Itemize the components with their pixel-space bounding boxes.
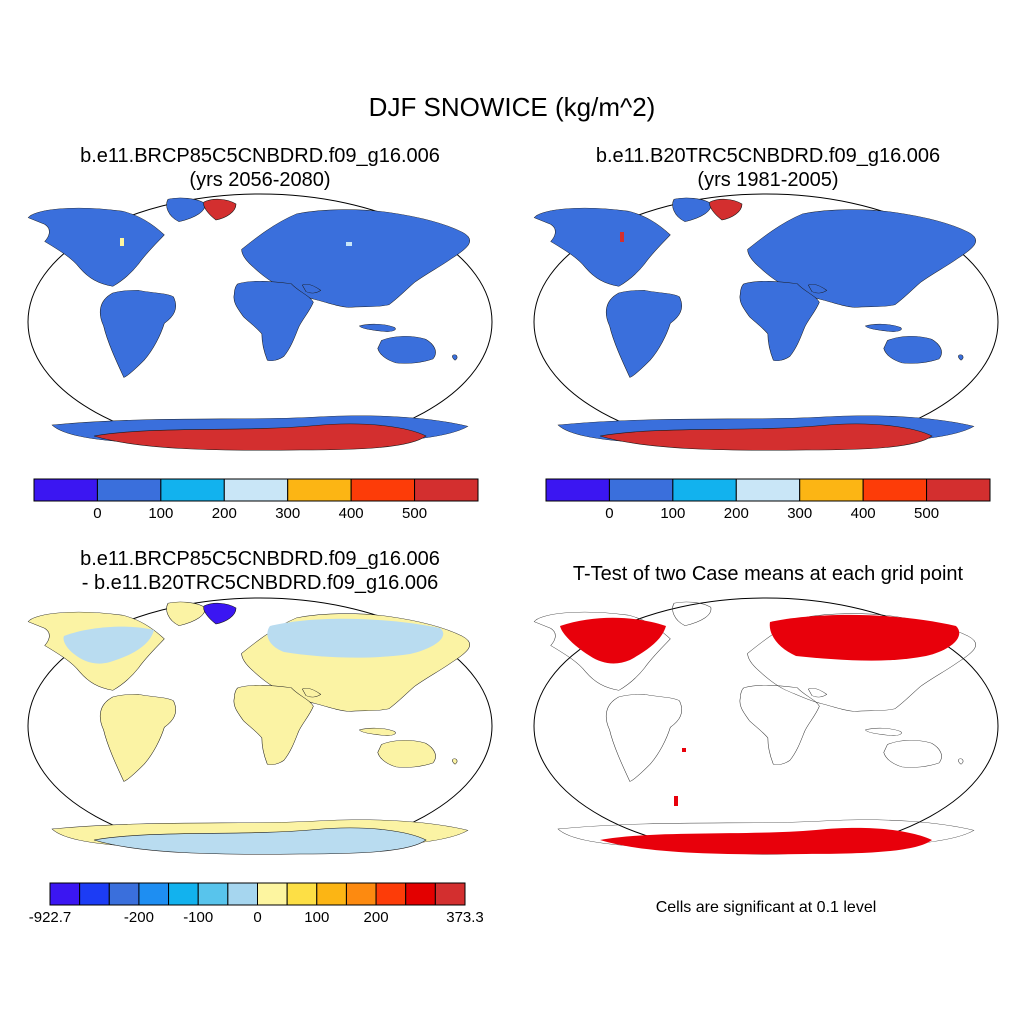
colorbar-swatch <box>168 882 199 906</box>
panel-title-line: (yrs 1981-2005) <box>697 169 839 191</box>
colorbar-swatch <box>350 478 416 502</box>
figure-title: DJF SNOWICE (kg/m^2) <box>368 92 656 122</box>
colorbar-swatch <box>160 478 225 502</box>
snow-patch <box>120 238 124 246</box>
colorbar-swatch <box>96 478 162 502</box>
colorbar-tick-label: 400 <box>850 505 876 522</box>
colorbar-tick-label: 400 <box>338 505 364 522</box>
greenland-ice <box>709 198 743 221</box>
colorbar-tick-label: -100 <box>183 909 214 926</box>
colorbar-swatch <box>197 882 229 906</box>
map-panel-top-left <box>27 193 493 451</box>
colorbar-swatch <box>545 478 610 502</box>
colorbar-tick-label: 0 <box>605 505 614 522</box>
colorbar-swatch <box>375 882 407 906</box>
panel-title-bottom-left: b.e11.BRCP85C5CNBDRD.f09_g16.006 - b.e11… <box>20 547 500 595</box>
colorbar-swatch <box>735 478 801 502</box>
greenland-ice <box>203 602 237 625</box>
colorbar-tick-label: 200 <box>211 505 237 522</box>
antarctica-ice <box>93 827 427 855</box>
colorbar-tick-label: 373.3 <box>446 909 484 926</box>
colorbar-swatch <box>405 882 436 906</box>
panel-title-line: b.e11.BRCP85C5CNBDRD.f09_g16.006 <box>80 548 440 570</box>
colorbar-swatch <box>434 882 466 906</box>
panel-title-line: b.e11.BRCP85C5CNBDRD.f09_g16.006 <box>80 145 440 167</box>
colorbar-top-right <box>545 478 991 502</box>
colorbar-swatch <box>926 478 991 502</box>
colorbar-top-left <box>33 478 479 502</box>
snow-patch <box>620 232 624 242</box>
greenland-ice <box>203 198 237 221</box>
colorbar-swatch <box>257 882 288 906</box>
map-panel-bottom-right <box>533 597 999 855</box>
map-panel-bottom-left <box>27 597 493 855</box>
panel-title-bottom-right: T-Test of two Case means at each grid po… <box>528 562 1008 586</box>
colorbar-tick-label: 0 <box>253 909 262 926</box>
colorbar-diff <box>49 882 466 906</box>
panel-title-top-left: b.e11.BRCP85C5CNBDRD.f09_g16.006 (yrs 20… <box>20 144 500 192</box>
colorbar-tick-label: 200 <box>363 909 389 926</box>
colorbar-tick-label: -200 <box>123 909 154 926</box>
snow-patch <box>346 242 352 246</box>
colorbar-tick-label: 500 <box>914 505 940 522</box>
colorbar-tick-label: 300 <box>787 505 813 522</box>
significance-note: Cells are significant at 0.1 level <box>655 899 877 916</box>
map-panel-top-right <box>533 193 999 451</box>
colorbar-swatch <box>138 882 170 906</box>
panel-title-line: T-Test of two Case means at each grid po… <box>572 563 964 585</box>
colorbar-tick-label: 200 <box>723 505 749 522</box>
panel-title-top-right: b.e11.B20TRC5CNBDRD.f09_g16.006 (yrs 198… <box>528 144 1008 192</box>
colorbar-swatch <box>286 882 318 906</box>
colorbar-tick-label: 100 <box>148 505 174 522</box>
colorbar-swatch <box>49 882 81 906</box>
colorbar-swatch <box>316 882 347 906</box>
colorbar-swatch <box>345 882 377 906</box>
colorbar-swatch <box>227 882 259 906</box>
significant-cells <box>560 614 960 855</box>
colorbar-swatch <box>79 882 110 906</box>
colorbar-swatch <box>862 478 928 502</box>
colorbar-tick-label: 300 <box>275 505 301 522</box>
colorbar-swatch <box>108 882 140 906</box>
antarctica-ice <box>93 423 427 451</box>
colorbar-tick-label: -922.7 <box>28 909 72 926</box>
colorbar-tick-label: 100 <box>304 909 330 926</box>
colorbar-swatch <box>223 478 289 502</box>
colorbar-tick-label: 500 <box>402 505 428 522</box>
colorbar-swatch <box>799 478 864 502</box>
colorbar-tick-label: 100 <box>660 505 686 522</box>
colorbar-swatch <box>672 478 737 502</box>
colorbar-swatch <box>414 478 479 502</box>
panel-title-line: (yrs 2056-2080) <box>189 169 331 191</box>
colorbar-swatch <box>33 478 98 502</box>
antarctica-ice <box>599 423 933 451</box>
colorbar-swatch <box>287 478 352 502</box>
panel-title-line: - b.e11.B20TRC5CNBDRD.f09_g16.006 <box>81 572 439 594</box>
colorbar-tick-label: 0 <box>93 505 102 522</box>
northern-snow-change <box>63 618 444 664</box>
panel-title-line: b.e11.B20TRC5CNBDRD.f09_g16.006 <box>595 145 941 167</box>
colorbar-swatch <box>608 478 674 502</box>
